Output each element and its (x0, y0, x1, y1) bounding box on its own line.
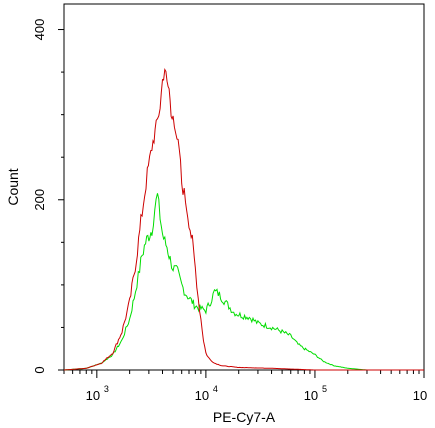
x-tick-label-base: 10 (86, 388, 100, 403)
x-tick-label-exponent: 5 (322, 384, 327, 394)
y-tick-label: 200 (32, 189, 47, 211)
x-tick-label-base: 10 (195, 388, 209, 403)
series-layer (63, 67, 424, 371)
x-tick-label-exponent: 3 (104, 384, 109, 394)
y-axis-ticks: 0 200 400 (32, 19, 64, 374)
y-tick-label: 0 (32, 366, 47, 373)
y-axis-label: Count (5, 168, 21, 205)
x-tick-label-exponent: 4 (213, 384, 218, 394)
plot-frame (63, 3, 425, 371)
x-tick-label-base: 10 (413, 388, 427, 403)
series-0-line (63, 67, 424, 371)
x-tick-label-base: 10 (304, 388, 318, 403)
y-tick-label: 400 (32, 19, 47, 41)
x-axis-label: PE-Cy7-A (213, 409, 276, 425)
x-axis-ticks: 10 3 10 4 10 5 10 (63, 370, 427, 403)
